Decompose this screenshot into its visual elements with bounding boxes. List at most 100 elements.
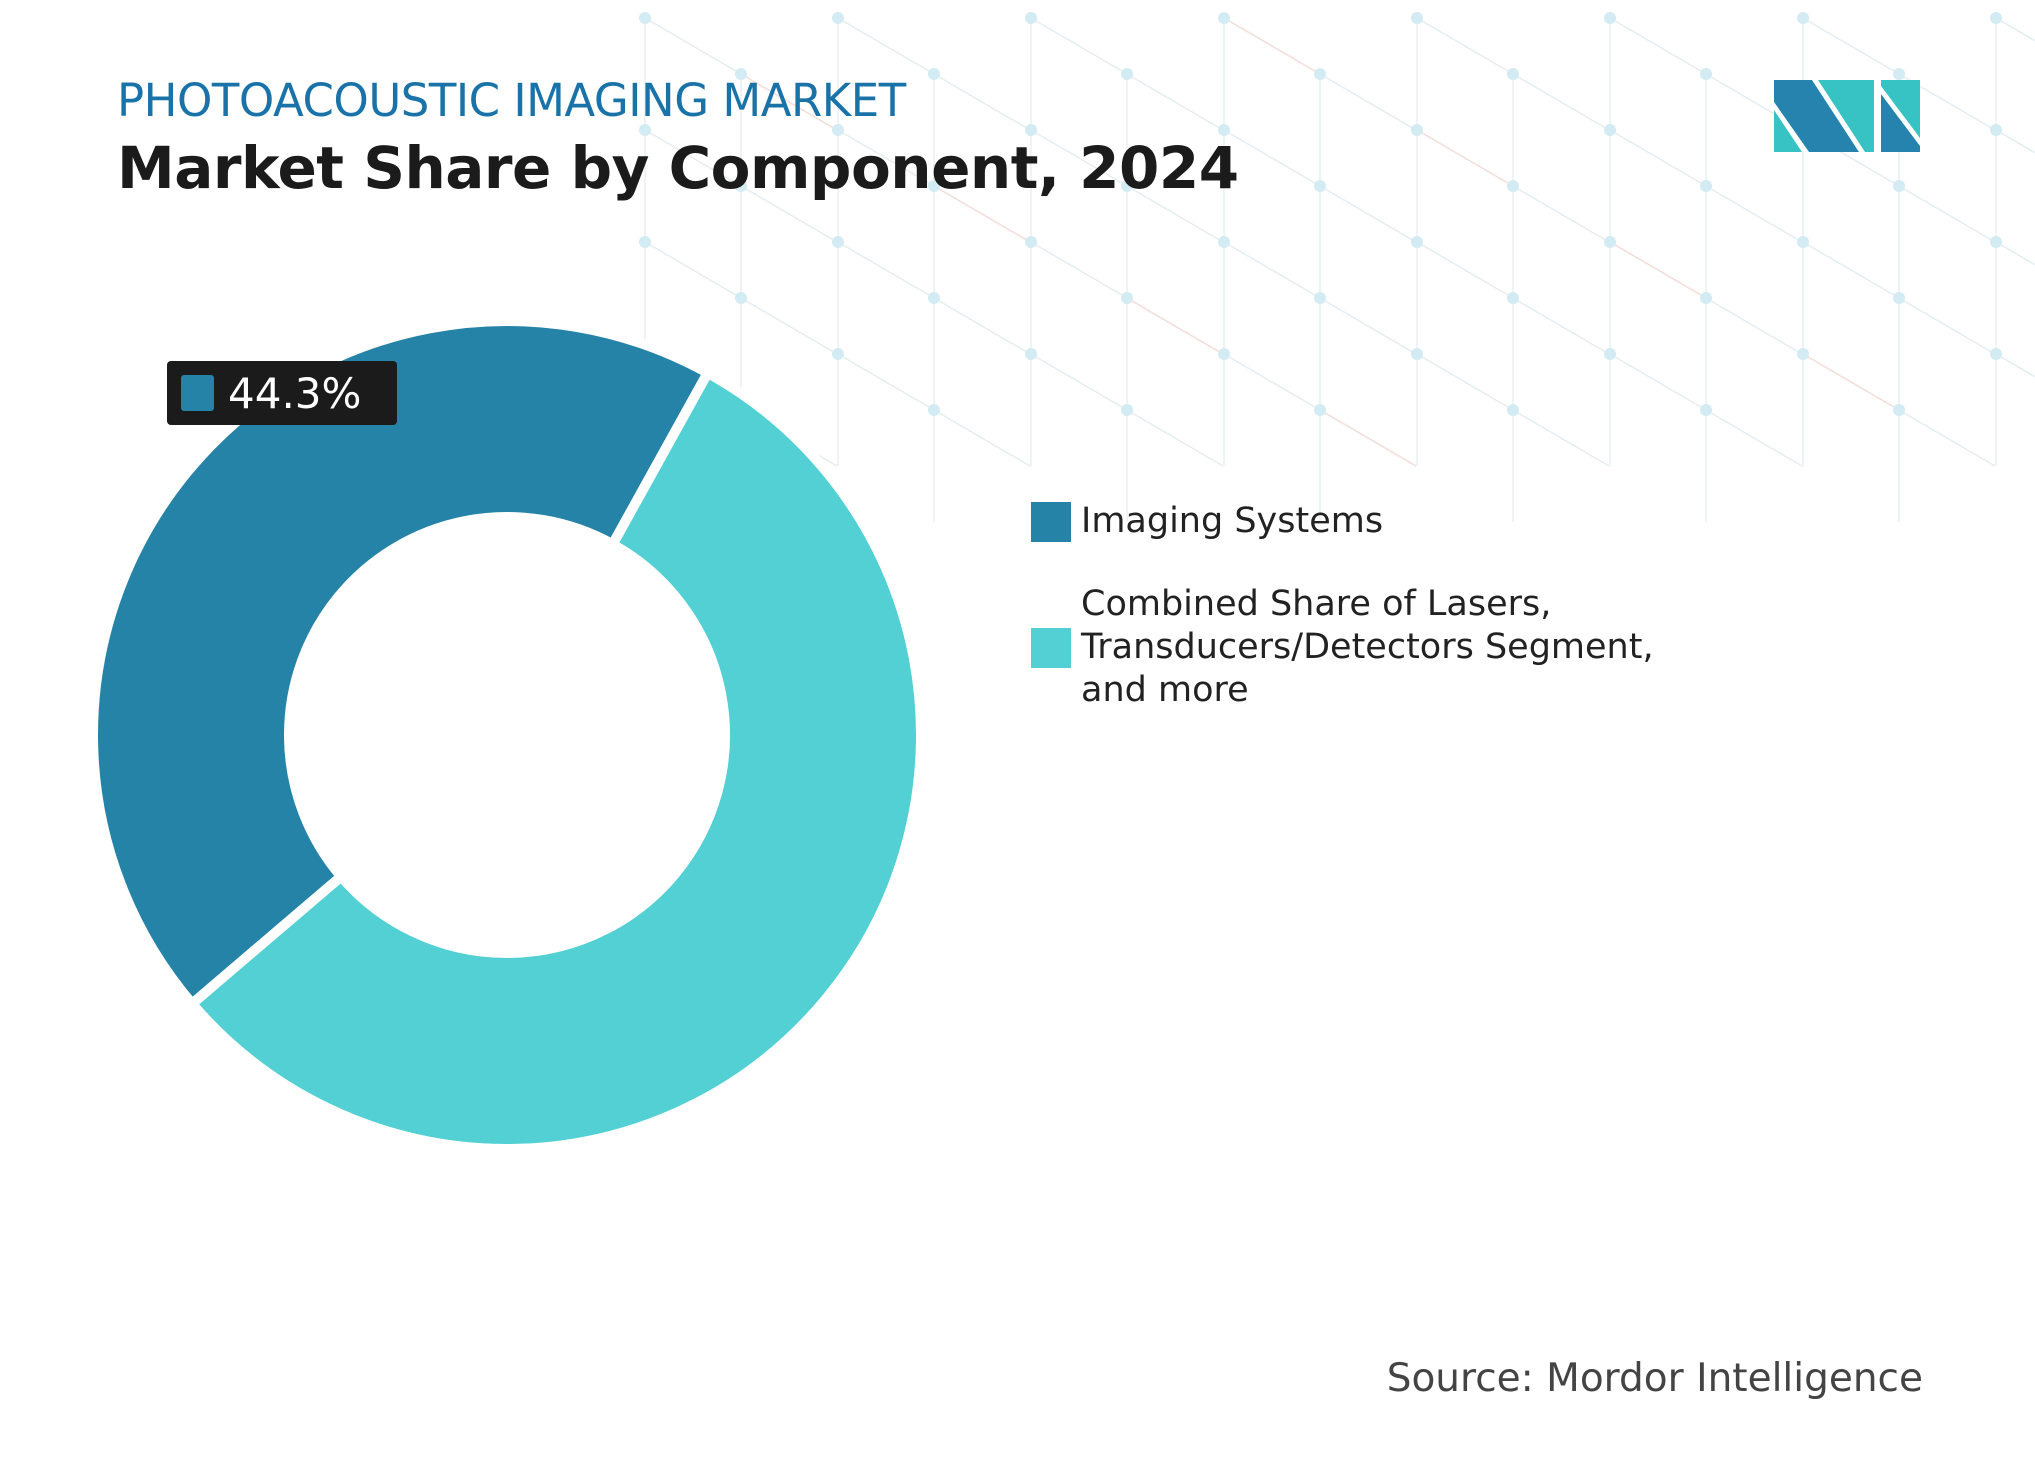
legend-label: Combined Share of Lasers, Transducers/De… <box>1081 584 1654 710</box>
pattern-line <box>1512 409 1610 467</box>
pattern-line <box>1512 73 1610 131</box>
pattern-dot <box>1893 292 1905 304</box>
pattern-line <box>1416 241 1514 299</box>
pattern-dot <box>735 180 747 192</box>
pattern-line <box>1995 241 2035 266</box>
pattern-line <box>837 17 935 75</box>
pattern-dot <box>1700 68 1712 80</box>
pattern-line <box>1512 297 1610 355</box>
pattern-line <box>1609 241 1707 299</box>
pattern-dot <box>1121 180 1133 192</box>
pattern-line <box>1126 73 1224 131</box>
pattern-dot <box>1218 236 1230 248</box>
pattern-line <box>1995 353 2035 378</box>
donut-slice-imaging-systems <box>88 316 715 1011</box>
pattern-dot <box>832 348 844 360</box>
pattern-line <box>1126 409 1224 467</box>
pattern-dot <box>1797 348 1809 360</box>
pattern-dot <box>832 124 844 136</box>
pattern-dot <box>1121 68 1133 80</box>
pattern-dot <box>1121 292 1133 304</box>
pattern-dot <box>1025 236 1037 248</box>
pattern-dot <box>1218 124 1230 136</box>
pattern-dot <box>1314 292 1326 304</box>
pattern-dot <box>1700 180 1712 192</box>
pattern-line <box>1030 353 1128 411</box>
pattern-line <box>1319 185 1417 243</box>
pattern-line <box>1223 353 1321 411</box>
pattern-dot <box>1700 404 1712 416</box>
pattern-dot <box>1025 348 1037 360</box>
pattern-dot <box>1025 124 1037 136</box>
pattern-dot <box>1314 180 1326 192</box>
pattern-dot <box>1507 292 1519 304</box>
pattern-dot <box>1411 348 1423 360</box>
pattern-dot <box>1604 12 1616 24</box>
pattern-line <box>1609 17 1707 75</box>
pattern-dot <box>1990 236 2002 248</box>
pattern-dot <box>1314 68 1326 80</box>
pattern-dot <box>1604 348 1616 360</box>
mi-logo-icon <box>1774 80 1920 152</box>
pattern-dot <box>1025 12 1037 24</box>
pattern-dot <box>735 68 747 80</box>
pattern-line <box>644 129 742 187</box>
pattern-line <box>1319 297 1417 355</box>
legend: Imaging Systems Combined Share of Lasers… <box>1031 500 1681 752</box>
pattern-dot <box>1411 124 1423 136</box>
pattern-line <box>1802 241 1900 299</box>
pattern-line <box>740 185 838 243</box>
donut-slice-combined <box>185 366 926 1154</box>
pattern-line <box>1416 17 1514 75</box>
pattern-line <box>1223 129 1321 187</box>
pattern-line <box>1995 17 2035 42</box>
pattern-line <box>837 129 935 187</box>
pattern-line <box>1705 297 1803 355</box>
pattern-line <box>740 297 838 355</box>
pattern-line <box>1319 409 1417 467</box>
pattern-dot <box>928 180 940 192</box>
pattern-dot <box>1797 236 1809 248</box>
pattern-dot <box>1507 404 1519 416</box>
legend-swatch <box>1031 627 1071 668</box>
data-label-text: 44.3% <box>228 368 362 418</box>
chart-kicker: PHOTOACOUSTIC IMAGING MARKET <box>117 74 906 127</box>
pattern-dot <box>928 292 940 304</box>
pattern-line <box>1995 129 2035 154</box>
pattern-dot <box>832 12 844 24</box>
pattern-line <box>1609 353 1707 411</box>
pattern-dot <box>1893 180 1905 192</box>
pattern-dot <box>735 292 747 304</box>
pattern-line <box>933 185 1031 243</box>
pattern-line <box>1609 129 1707 187</box>
pattern-line <box>644 17 742 75</box>
pattern-line <box>1126 297 1224 355</box>
pattern-line <box>933 297 1031 355</box>
pattern-line <box>1802 17 1900 75</box>
pattern-dot <box>1893 68 1905 80</box>
pattern-dot <box>1990 124 2002 136</box>
pattern-dot <box>1990 348 2002 360</box>
pattern-line <box>1898 409 1996 467</box>
pattern-dot <box>1507 68 1519 80</box>
pattern-dot <box>1411 236 1423 248</box>
pattern-dot <box>1411 12 1423 24</box>
pattern-dot <box>1218 12 1230 24</box>
pattern-dot <box>639 124 651 136</box>
pattern-line <box>1030 241 1128 299</box>
source-note: Source: Mordor Intelligence <box>1386 1356 1923 1401</box>
pattern-line <box>1898 185 1996 243</box>
data-label-swatch <box>181 375 214 411</box>
pattern-line <box>1416 353 1514 411</box>
pattern-dot <box>639 236 651 248</box>
pattern-line <box>1416 129 1514 187</box>
pattern-line <box>1223 17 1321 75</box>
pattern-line <box>933 409 1031 467</box>
legend-item-imaging-systems: Imaging Systems <box>1031 500 1681 543</box>
pattern-dot <box>1121 404 1133 416</box>
pattern-dot <box>1507 180 1519 192</box>
pattern-line <box>644 241 742 299</box>
legend-label: Imaging Systems <box>1081 501 1384 541</box>
